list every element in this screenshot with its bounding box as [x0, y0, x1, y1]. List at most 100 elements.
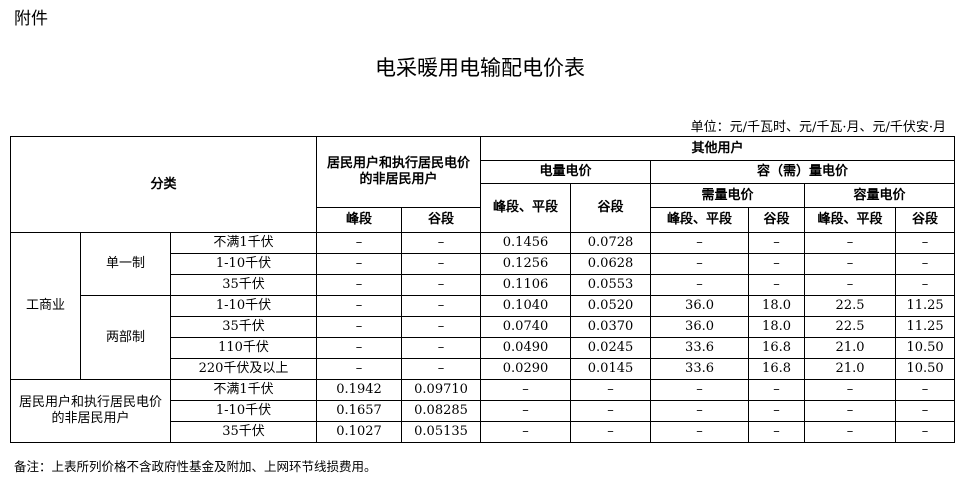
- price-cell: –: [650, 400, 750, 422]
- price-cell: –: [895, 253, 956, 275]
- table-row: 35千伏 0.1027 0.05135– – – – – –: [11, 421, 956, 443]
- subgroup-label: 单一制: [80, 232, 171, 296]
- price-cell: 0.1456: [480, 232, 572, 254]
- price-cell: 33.6: [650, 337, 750, 359]
- price-cell: –: [570, 400, 652, 422]
- price-cell: –: [480, 421, 572, 443]
- price-cell: 0.05135: [401, 421, 482, 443]
- price-cell: –: [570, 379, 652, 401]
- price-cell: –: [316, 295, 403, 317]
- header-energy-peak-flat: 峰段、平段: [480, 183, 572, 233]
- voltage-cell: 1-10千伏: [169, 400, 318, 422]
- price-cell: –: [316, 316, 403, 338]
- price-cell: –: [316, 232, 403, 254]
- voltage-cell: 1-10千伏: [169, 253, 318, 275]
- price-cell: 22.5: [804, 316, 897, 338]
- voltage-cell: 不满1千伏: [169, 232, 318, 254]
- price-cell: 0.1657: [316, 400, 403, 422]
- price-cell: 16.8: [748, 337, 806, 359]
- group-label: 居民用户和执行居民电价的非居民用户: [10, 379, 171, 443]
- price-cell: –: [650, 421, 750, 443]
- header-resident-valley: 谷段: [401, 207, 482, 233]
- header-capacity: 容量电价: [804, 183, 956, 208]
- price-cell: 22.5: [804, 295, 897, 317]
- header-resident: 居民用户和执行居民电价的非居民用户: [316, 136, 482, 208]
- price-cell: 0.0145: [570, 358, 652, 380]
- price-cell: 0.0553: [570, 274, 652, 296]
- table-row: 居民用户和执行居民电价的非居民用户 不满1千伏 0.1942 0.09710– – – – –…: [10, 379, 956, 443]
- table-row: 1-10千伏 0.1657 0.08285– – – – – –: [11, 400, 956, 422]
- voltage-cell: 不满1千伏: [169, 379, 318, 401]
- header-other: 其他用户: [480, 136, 956, 161]
- price-cell: –: [748, 421, 806, 443]
- header-demand-peak-flat: 峰段、平段: [650, 207, 750, 233]
- price-cell: –: [748, 253, 806, 275]
- price-cell: –: [401, 253, 482, 275]
- voltage-cell: 35千伏: [169, 274, 318, 296]
- header-energy-valley: 谷段: [570, 183, 652, 233]
- price-cell: 10.50: [895, 358, 956, 380]
- price-cell: 11.25: [895, 295, 956, 317]
- table-row: 35千伏 – –0.0740 0.0370 36.0 18.0 22.5 11.25: [11, 316, 956, 338]
- price-cell: –: [748, 379, 806, 401]
- subgroup-label: 两部制: [80, 295, 171, 380]
- table-row: 35千伏 – –0.1106 0.0553– – – –: [11, 274, 956, 296]
- price-cell: 0.0520: [570, 295, 652, 317]
- price-cell: –: [570, 421, 652, 443]
- price-cell: –: [401, 337, 482, 359]
- price-table: 分类 居民用户和执行居民电价的非居民用户 其他用户 电量电价 容（需）量电价 峰…: [9, 136, 956, 443]
- price-cell: –: [804, 274, 897, 296]
- price-cell: 11.25: [895, 316, 956, 338]
- price-cell: –: [748, 274, 806, 296]
- price-cell: –: [804, 400, 897, 422]
- price-cell: –: [480, 400, 572, 422]
- header-demand-valley: 谷段: [748, 207, 806, 233]
- price-cell: –: [804, 379, 897, 401]
- price-cell: –: [804, 232, 897, 254]
- price-cell: 0.0290: [480, 358, 572, 380]
- price-cell: –: [650, 253, 750, 275]
- price-cell: 16.8: [748, 358, 806, 380]
- unit-label: 单位：元/千瓦时、元/千瓦·月、元/千伏安·月: [690, 120, 946, 135]
- price-cell: –: [316, 337, 403, 359]
- price-cell: 0.1256: [480, 253, 572, 275]
- price-cell: –: [401, 316, 482, 338]
- price-cell: 10.50: [895, 337, 956, 359]
- price-cell: –: [804, 421, 897, 443]
- table-row: 工商业 单一制 不满1千伏 – –0.1456 0.0728– – – –: [10, 232, 956, 380]
- voltage-cell: 35千伏: [169, 316, 318, 338]
- page-title: 电采暖用电输配电价表: [375, 56, 585, 80]
- price-cell: –: [895, 400, 956, 422]
- price-cell: –: [316, 358, 403, 380]
- price-cell: –: [650, 274, 750, 296]
- price-cell: 36.0: [650, 316, 750, 338]
- table-row: 两部制 1-10千伏 – –0.1040 0.0520 36.0 18.0 22.5 11.25: [11, 295, 956, 380]
- price-cell: 18.0: [748, 295, 806, 317]
- price-cell: –: [650, 379, 750, 401]
- price-cell: 0.0728: [570, 232, 652, 254]
- price-cell: 36.0: [650, 295, 750, 317]
- header-capacity-peak-flat: 峰段、平段: [804, 207, 897, 233]
- price-cell: 0.1106: [480, 274, 572, 296]
- price-cell: –: [895, 274, 956, 296]
- price-cell: –: [748, 400, 806, 422]
- group-label: 工商业: [10, 232, 81, 380]
- voltage-cell: 110千伏: [169, 337, 318, 359]
- price-cell: 0.0370: [570, 316, 652, 338]
- header-resident-peak: 峰段: [316, 207, 403, 233]
- price-cell: 0.0628: [570, 253, 652, 275]
- price-cell: –: [804, 253, 897, 275]
- attachment-label: 附件: [14, 9, 48, 29]
- price-cell: –: [650, 232, 750, 254]
- header-category: 分类: [9, 136, 318, 233]
- header-energy: 电量电价: [480, 160, 652, 184]
- price-cell: 0.1027: [316, 421, 403, 443]
- price-cell: –: [895, 421, 956, 443]
- price-cell: 21.0: [804, 358, 897, 380]
- header-capacity-valley: 谷段: [895, 207, 956, 233]
- voltage-cell: 35千伏: [169, 421, 318, 443]
- price-cell: 18.0: [748, 316, 806, 338]
- header-capacity-demand: 容（需）量电价: [650, 160, 956, 184]
- table-row: 1-10千伏 – –0.1256 0.0628– – – –: [11, 253, 956, 275]
- price-cell: –: [480, 379, 572, 401]
